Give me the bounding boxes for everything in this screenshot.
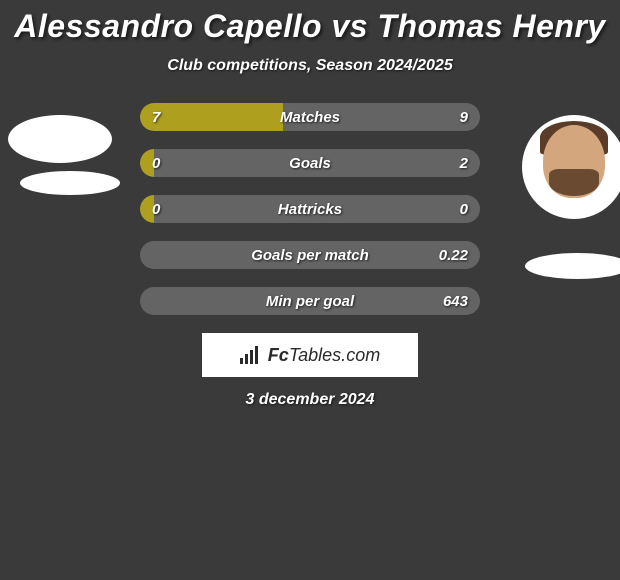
stat-bars: 7Matches90Goals20Hattricks0Goals per mat…	[140, 103, 480, 315]
logo-text: FcTables.com	[268, 345, 380, 366]
logo-box: FcTables.com	[202, 333, 418, 377]
stat-row: 7Matches9	[140, 103, 480, 131]
stat-value-right: 643	[443, 287, 468, 315]
stat-row: 0Hattricks0	[140, 195, 480, 223]
stat-label: Goals	[140, 149, 480, 177]
avatar-beard	[549, 169, 599, 196]
avatar-left-placeholder	[8, 115, 112, 163]
stat-value-right: 0.22	[439, 241, 468, 269]
chart-icon	[240, 346, 262, 364]
stat-row: 0Goals2	[140, 149, 480, 177]
stat-row: Min per goal643	[140, 287, 480, 315]
blob-left	[20, 171, 120, 195]
avatar-right	[522, 115, 620, 219]
stat-label: Goals per match	[140, 241, 480, 269]
blob-right	[525, 253, 620, 279]
stat-value-right: 0	[460, 195, 468, 223]
stat-value-right: 9	[460, 103, 468, 131]
stat-label: Min per goal	[140, 287, 480, 315]
stat-label: Hattricks	[140, 195, 480, 223]
logo-suffix: Tables.com	[289, 345, 380, 365]
stat-value-right: 2	[460, 149, 468, 177]
stat-label: Matches	[140, 103, 480, 131]
footer-date: 3 december 2024	[0, 391, 620, 409]
page-title: Alessandro Capello vs Thomas Henry	[0, 0, 620, 45]
comparison-panel: 7Matches90Goals20Hattricks0Goals per mat…	[0, 103, 620, 409]
stat-row: Goals per match0.22	[140, 241, 480, 269]
subtitle: Club competitions, Season 2024/2025	[0, 57, 620, 75]
logo-prefix: Fc	[268, 345, 289, 365]
